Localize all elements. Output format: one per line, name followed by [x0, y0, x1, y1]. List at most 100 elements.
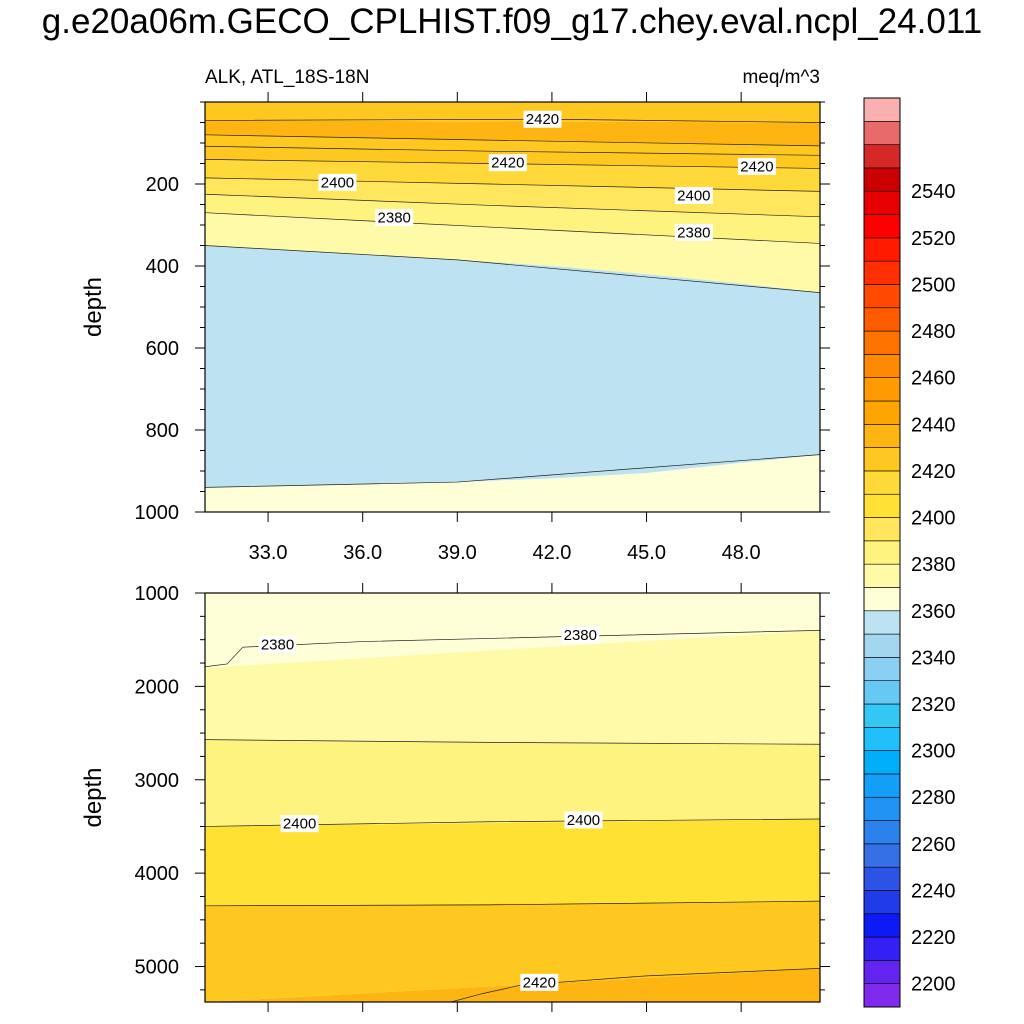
colorbar-label: 2280	[911, 787, 956, 809]
y-tick-label: 600	[146, 338, 179, 360]
colorbar: 2200 2220 2240 2260 2280 2300 2320 2340 2360 2380…	[863, 97, 956, 1008]
x-tick-label: 45.0	[627, 542, 666, 564]
colorbar-swatch	[863, 540, 901, 565]
contour-label: 2380	[378, 210, 411, 227]
contour-region-2360	[205, 245, 820, 488]
colorbar-label: 2500	[911, 274, 956, 296]
colorbar-label: 2460	[911, 368, 956, 390]
contour-band	[205, 901, 820, 1002]
colorbar-swatch	[863, 470, 901, 495]
colorbar-label: 2540	[911, 181, 956, 203]
colorbar-swatch	[863, 680, 901, 705]
contour-band	[205, 177, 820, 217]
contour-label-box	[737, 157, 776, 175]
y-tick-label: 4000	[135, 863, 180, 885]
x-tick-label: 33.0	[249, 542, 288, 564]
colorbar-swatch	[863, 190, 901, 215]
colorbar-label: 2220	[911, 927, 956, 949]
colorbar-swatch	[863, 284, 901, 309]
colorbar-swatch	[863, 657, 901, 681]
contour-label: 2420	[491, 155, 524, 172]
contour-band	[205, 102, 820, 123]
contour-label-box	[523, 110, 562, 128]
colorbar-swatch	[863, 97, 901, 122]
colorbar-swatch	[863, 796, 901, 821]
plot-area: 2380 2380 2400 2400 2420	[205, 593, 820, 1002]
contour-line	[205, 134, 820, 147]
colorbar-swatch	[863, 260, 901, 285]
y-tick-label: 400	[146, 256, 179, 278]
contour-label-box	[520, 973, 559, 991]
colorbar-label: 2520	[911, 228, 956, 250]
panel-title-right: meq/m^3	[742, 67, 820, 88]
colorbar-frame	[863, 97, 901, 1008]
colorbar-swatch	[863, 377, 901, 402]
contour-band	[205, 159, 820, 192]
contour-line	[205, 900, 820, 907]
contour-band	[205, 194, 820, 244]
colorbar-label: 2240	[911, 880, 956, 902]
colorbar-swatch	[863, 820, 901, 845]
colorbar-label: 2360	[911, 601, 956, 623]
colorbar-swatch	[863, 121, 901, 145]
y-tick-label: 800	[146, 420, 179, 442]
colorbar-swatch	[863, 936, 901, 961]
colorbar-swatch	[863, 424, 901, 448]
x-tick-label: 42.0	[532, 542, 571, 564]
contour-label: 2400	[283, 816, 316, 833]
colorbar-swatch	[863, 960, 901, 984]
colorbar-label: 2480	[911, 321, 956, 343]
contour-label: 2420	[523, 974, 556, 991]
y-tick-label: 2000	[135, 676, 180, 698]
colorbar-label: 2200	[911, 974, 956, 996]
panel-title-left: ALK, ATL_18S-18N	[205, 67, 369, 88]
y-axis-label: depth	[80, 277, 107, 337]
contour-band	[205, 212, 820, 293]
colorbar-label: 2320	[911, 694, 956, 716]
lower-contour-panel: 2380 2380 2400 2400 2420 1000 2000 3000 4000 5000…	[80, 583, 830, 1012]
contour-line	[205, 454, 820, 488]
contour-label: 2400	[567, 812, 600, 829]
colorbar-label: 2380	[911, 554, 956, 576]
contour-band	[205, 818, 820, 906]
colorbar-swatch	[863, 214, 901, 239]
colorbar-swatch	[863, 587, 901, 612]
contour-band	[205, 739, 820, 827]
colorbar-swatch	[863, 913, 901, 938]
contour-label: 2400	[677, 187, 710, 204]
colorbar-swatch	[863, 633, 901, 658]
colorbar-label: 2340	[911, 647, 956, 669]
colorbar-swatch	[863, 493, 901, 518]
colorbar-swatch	[863, 330, 901, 355]
colorbar-label: 2300	[911, 741, 956, 763]
colorbar-swatch	[863, 563, 901, 588]
y-axis-label: depth	[80, 767, 107, 827]
contour-label-box	[280, 815, 319, 833]
colorbar-label: 2400	[911, 508, 956, 530]
colorbar-swatch	[863, 447, 901, 472]
contour-label: 2420	[526, 111, 559, 128]
plot-area: 2420 2420 2420 2400 2400 2380 2380	[205, 102, 820, 512]
colorbar-swatch	[863, 307, 901, 332]
y-tick-label: 200	[146, 174, 179, 196]
contour-label-box	[564, 811, 603, 829]
contour-label-box	[561, 626, 600, 644]
colorbar-swatch	[863, 750, 901, 775]
x-tick-label: 39.0	[438, 542, 477, 564]
contour-label-box	[674, 186, 713, 204]
y-tick-label: 1000	[135, 583, 180, 605]
colorbar-swatch	[863, 843, 901, 868]
colorbar-swatch	[863, 237, 901, 262]
y-tick-label: 5000	[135, 957, 180, 979]
colorbar-swatch	[863, 983, 901, 1008]
contour-band	[205, 630, 820, 745]
contour-label: 2400	[321, 174, 354, 191]
colorbar-swatch	[863, 144, 901, 169]
contour-line	[205, 245, 820, 293]
colorbar-label: 2260	[911, 834, 956, 856]
colorbar-swatch	[863, 400, 901, 425]
colorbar-swatch	[863, 773, 901, 798]
colorbar-swatch	[863, 517, 901, 542]
contour-line	[205, 145, 820, 156]
